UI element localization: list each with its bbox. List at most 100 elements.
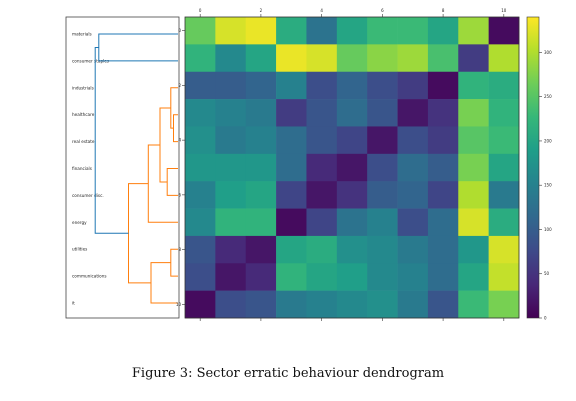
heatmap-cell [245, 126, 277, 155]
heatmap-cell [276, 290, 307, 319]
heatmap-cell [336, 290, 368, 319]
heatmap-cell [215, 208, 247, 237]
heatmap-cell [185, 126, 216, 155]
dendrogram-link [159, 107, 171, 183]
dendrogram-link [170, 87, 178, 129]
heatmap-cell [458, 71, 489, 100]
y-tick-label: 6 [178, 192, 181, 197]
heatmap-cell [488, 263, 520, 291]
colorbar-gradient [526, 16, 540, 319]
heatmap-cell [306, 126, 338, 155]
heatmap-cell [367, 44, 398, 73]
heatmap-cell [185, 290, 216, 319]
colorbar-tick-label: 200 [544, 138, 552, 143]
heatmap-cell [427, 17, 459, 45]
heatmap-cell [367, 99, 398, 127]
dendrogram-links [94, 33, 178, 304]
heatmap-cell [185, 235, 216, 264]
heatmap-cell [215, 71, 247, 100]
colorbar-tick-label: 250 [544, 94, 552, 99]
heatmap-cell [397, 44, 429, 73]
dendrogram-link [170, 248, 178, 277]
dendrogram-leaf-label: real estate [72, 139, 95, 144]
heatmap-cell [427, 208, 459, 237]
dendrogram-link [166, 168, 178, 196]
heatmap-cell [397, 153, 429, 182]
heatmap-cell [458, 126, 489, 155]
heatmap-cell [336, 99, 368, 127]
dendrogram-leaf-label: energy [72, 220, 87, 225]
heatmap-cell [427, 153, 459, 182]
heatmap-cell [336, 44, 368, 73]
dendrogram-leaf-label: financials [72, 166, 92, 171]
heatmap-cell [488, 126, 520, 155]
dendrogram-link [173, 114, 178, 143]
figure: materials consumer staples industrials heal… [65, 8, 552, 321]
colorbar-tick-label: 100 [544, 227, 552, 232]
y-tick-label: 4 [178, 138, 181, 143]
dendrogram-leaf-label: healthcare [72, 112, 95, 117]
heatmap-cell [215, 235, 247, 264]
heatmap-cell [306, 290, 338, 319]
heatmap-cell [397, 235, 429, 264]
heatmap-cell [276, 17, 307, 45]
colorbar-tick-label: 150 [544, 183, 552, 188]
heatmap-cell [306, 181, 338, 209]
heatmap-cell [427, 181, 459, 209]
heatmap-cell [306, 235, 338, 264]
heatmap-cell [427, 235, 459, 264]
heatmap-cell [397, 181, 429, 209]
y-tick-label: 10 [176, 302, 182, 307]
figure-caption: Figure 3: Sector erratic behaviour dendr… [131, 366, 445, 381]
heatmap-cell [458, 208, 489, 237]
heatmap-cell [245, 153, 277, 182]
heatmap-cell [185, 153, 216, 182]
x-tick-label: 10 [501, 8, 507, 13]
y-tick-label: 8 [178, 247, 181, 252]
x-tick-label: 0 [199, 8, 202, 13]
heatmap-cell [276, 44, 307, 73]
x-tick-label: 4 [320, 8, 323, 13]
heatmap-cell [458, 17, 489, 45]
heatmap-cell [397, 263, 429, 291]
dendrogram-leaf-label: consumer staples [72, 58, 109, 63]
heatmap-cell [245, 208, 277, 237]
heatmap-cell [397, 71, 429, 100]
heatmap-cell [185, 181, 216, 209]
heatmap-cell [488, 181, 520, 209]
heatmap-cell [215, 126, 247, 155]
heatmap-cell [276, 181, 307, 209]
heatmap-ticks: 0 2 4 6 8 10 10 8 6 4 2 0 [176, 8, 507, 321]
heatmap-cell [245, 17, 277, 45]
heatmap-cell [185, 208, 216, 237]
heatmap-cell [427, 126, 459, 155]
heatmap-cell [245, 99, 277, 127]
heatmap-cell [336, 153, 368, 182]
x-tick-label: 8 [442, 8, 445, 13]
heatmap-cell [336, 208, 368, 237]
heatmap-cell [185, 71, 216, 100]
heatmap-cell [306, 208, 338, 237]
heatmap-cell [306, 71, 338, 100]
heatmap-frame [184, 16, 520, 319]
colorbar-tick-label: 300 [544, 50, 552, 55]
heatmap-cell [336, 181, 368, 209]
heatmap-cell [306, 263, 338, 291]
heatmap-cell [245, 263, 277, 291]
dendrogram-leaf-label: it [72, 301, 75, 306]
heatmap-cell [488, 208, 520, 237]
heatmap-cell [185, 17, 216, 45]
colorbar-tick-label: 0 [544, 316, 547, 321]
heatmap-cell [336, 235, 368, 264]
heatmap-cell [427, 290, 459, 319]
heatmap-cell [276, 235, 307, 264]
heatmap-cell [306, 99, 338, 127]
heatmap-cell [276, 263, 307, 291]
dendrogram-link [150, 262, 178, 304]
heatmap-cell [276, 71, 307, 100]
heatmap-cell [488, 99, 520, 127]
heatmap-cell [336, 263, 368, 291]
heatmap-cell [336, 17, 368, 45]
heatmap-cell [215, 99, 247, 127]
y-tick-label: 0 [178, 28, 181, 33]
